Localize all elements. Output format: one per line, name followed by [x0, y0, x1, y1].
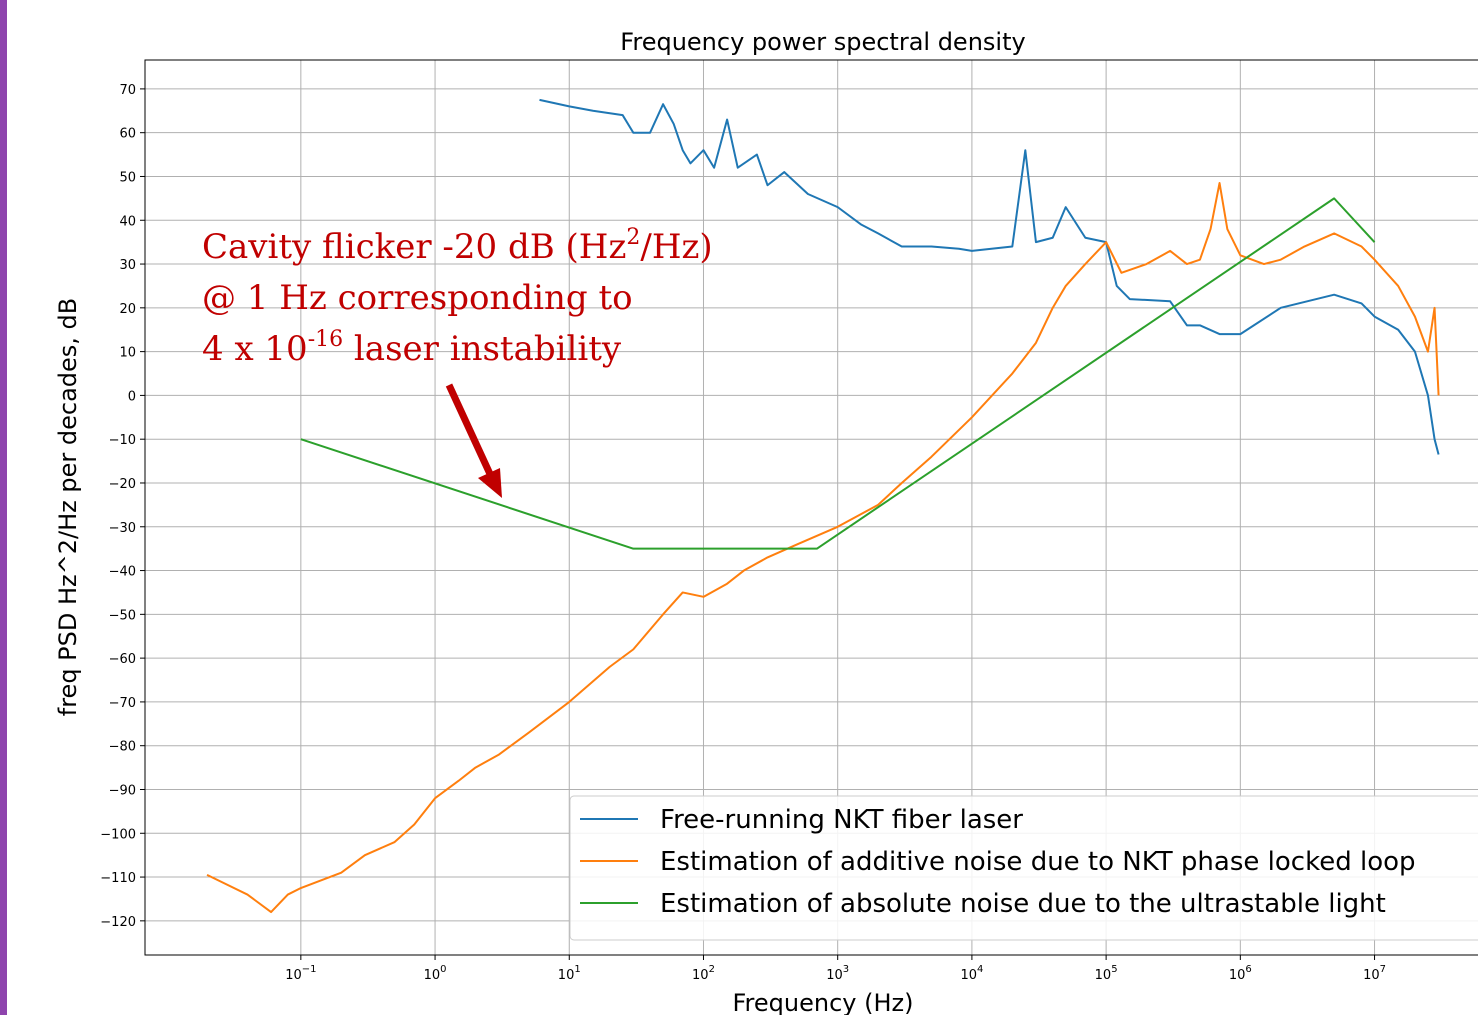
y-tick-label: 20: [119, 302, 136, 317]
ticks: −120−110−100−90−80−70−60−50−40−30−20−100…: [100, 83, 1386, 983]
y-tick-label: −90: [109, 783, 136, 798]
y-tick-label: −30: [109, 521, 136, 536]
annotation-text: /Hz): [640, 227, 712, 267]
x-tick-base: 10: [1363, 968, 1380, 983]
side-border: [0, 0, 7, 1015]
legend-label: Free-running NKT fiber laser: [660, 805, 1023, 835]
annotation: Cavity flicker -20 dB (Hz2/Hz) @ 1 Hz co…: [202, 225, 713, 498]
series-line: [206, 182, 1440, 914]
x-tick-exponent: 2: [709, 964, 715, 975]
x-tick-base: 10: [826, 968, 843, 983]
axes-frame: [144, 59, 1478, 956]
y-tick-label: −60: [109, 652, 136, 667]
x-tick-label: 100: [424, 964, 447, 983]
x-tick-label: 103: [826, 964, 849, 983]
y-tick-label: 30: [119, 258, 136, 273]
y-tick-label: −40: [109, 565, 136, 580]
y-tick-label: −10: [109, 433, 136, 448]
legend: Free-running NKT fiber laser Estimation o…: [569, 795, 1478, 941]
legend-box: [569, 795, 1478, 941]
x-tick-exponent: 4: [977, 964, 983, 975]
annotation-text: Cavity flicker -20 dB (Hz: [202, 227, 626, 267]
x-tick-label: 10−1: [285, 964, 316, 983]
annotation-text: @ 1 Hz corresponding to: [202, 278, 633, 318]
annotation-text: 4 x 10: [202, 329, 308, 369]
series-line: [539, 98, 1440, 455]
annotation-line: 4 x 10-16 laser instability: [202, 327, 622, 369]
annotation-superscript: 2: [626, 225, 640, 250]
x-tick-base: 10: [558, 968, 575, 983]
x-tick-base: 10: [424, 968, 441, 983]
annotation-line: @ 1 Hz corresponding to: [202, 278, 633, 318]
arrow: [445, 383, 494, 476]
x-tick-exponent: 7: [1380, 964, 1386, 975]
x-tick-base: 10: [1095, 968, 1112, 983]
x-tick-base: 10: [960, 968, 977, 983]
y-tick-label: −50: [109, 608, 136, 623]
x-tick-label: 101: [558, 964, 581, 983]
y-tick-label: 40: [119, 214, 136, 229]
x-tick-label: 106: [1229, 964, 1252, 983]
plot-lines: [206, 98, 1440, 914]
arrow-head: [478, 468, 502, 498]
grid: [145, 60, 1478, 955]
y-axis-label: freq PSD Hz^2/Hz per decades, dB: [54, 298, 82, 716]
y-tick-label: 60: [119, 127, 136, 142]
x-tick-base: 10: [285, 968, 302, 983]
x-tick-label: 105: [1095, 964, 1118, 983]
annotation-line: Cavity flicker -20 dB (Hz2/Hz): [202, 225, 713, 267]
annotation-text: laser instability: [343, 329, 622, 369]
x-tick-exponent: 3: [843, 964, 849, 975]
y-tick-label: 70: [119, 83, 136, 98]
y-tick-label: 0: [128, 389, 136, 404]
y-tick-label: −20: [109, 477, 136, 492]
annotation-superscript: -16: [308, 327, 343, 352]
x-axis-label: Frequency (Hz): [733, 989, 914, 1015]
legend-label: Estimation of additive noise due to NKT …: [660, 847, 1416, 877]
x-tick-label: 104: [960, 964, 983, 983]
y-tick-label: −70: [109, 696, 136, 711]
x-tick-exponent: 6: [1245, 964, 1251, 975]
x-tick-label: 107: [1363, 964, 1386, 983]
x-tick-exponent: 0: [440, 964, 446, 975]
chart-title: Frequency power spectral density: [620, 28, 1025, 56]
x-tick-label: 102: [692, 964, 715, 983]
y-tick-label: −100: [100, 827, 136, 842]
series-line: [300, 197, 1376, 550]
legend-label: Estimation of absolute noise due to the …: [660, 889, 1386, 919]
x-tick-exponent: −1: [302, 964, 317, 975]
x-tick-exponent: 1: [574, 964, 580, 975]
y-tick-label: −120: [100, 915, 136, 930]
x-tick-base: 10: [692, 968, 709, 983]
x-tick-base: 10: [1229, 968, 1246, 983]
y-tick-label: 50: [119, 170, 136, 185]
y-tick-label: −110: [100, 871, 136, 886]
x-tick-exponent: 5: [1111, 964, 1117, 975]
y-tick-label: 10: [119, 346, 136, 361]
y-tick-label: −80: [109, 740, 136, 755]
